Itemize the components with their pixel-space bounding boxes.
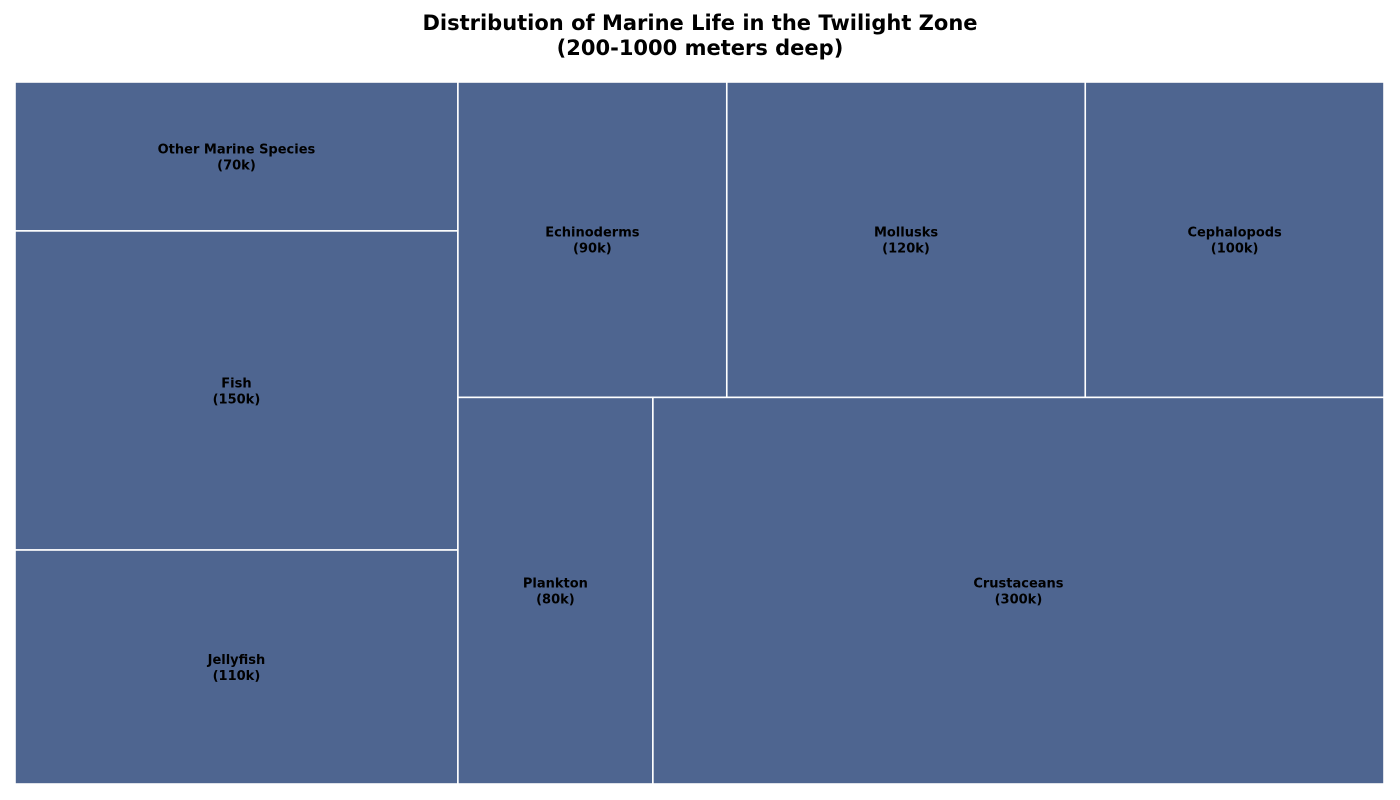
- tile-label-value: (150k): [213, 392, 261, 407]
- chart-title: Distribution of Marine Life in the Twili…: [422, 11, 978, 35]
- tile-fish: Fish(150k): [14, 230, 459, 551]
- tile-label-value: (100k): [1211, 242, 1259, 257]
- tile-label-value: (120k): [882, 242, 930, 257]
- tile-other-marine-species: Other Marine Species(70k): [14, 81, 459, 232]
- tile-label-value: (300k): [995, 593, 1043, 608]
- treemap-tile: [457, 81, 728, 399]
- tile-mollusks: Mollusks(120k): [725, 81, 1087, 399]
- tile-label-name: Cephalopods: [1187, 226, 1282, 241]
- treemap-tile: [1084, 81, 1385, 399]
- tile-label-value: (110k): [213, 669, 261, 684]
- tile-label-name: Jellyfish: [207, 653, 266, 668]
- tile-label-name: Plankton: [523, 577, 588, 592]
- treemap-tile: [14, 549, 459, 785]
- tile-label-value: (70k): [217, 158, 256, 173]
- tile-crustaceans: Crustaceans(300k): [652, 396, 1385, 785]
- tile-label-name: Echinoderms: [545, 226, 640, 241]
- tile-echinoderms: Echinoderms(90k): [457, 81, 728, 399]
- treemap-tile: [725, 81, 1087, 399]
- tile-label-value: (90k): [573, 242, 612, 257]
- tile-label-name: Fish: [221, 376, 251, 391]
- tile-label-name: Crustaceans: [973, 577, 1063, 592]
- treemap-tile: [652, 396, 1385, 785]
- chart-subtitle: (200-1000 meters deep): [556, 36, 844, 60]
- tile-cephalopods: Cephalopods(100k): [1084, 81, 1385, 399]
- tile-label-name: Other Marine Species: [158, 142, 316, 157]
- tile-plankton: Plankton(80k): [457, 396, 654, 785]
- tile-jellyfish: Jellyfish(110k): [14, 549, 459, 785]
- treemap-tile: [457, 396, 654, 785]
- chart-title-block: Distribution of Marine Life in the Twili…: [0, 11, 1400, 61]
- tile-label-name: Mollusks: [874, 226, 938, 241]
- tile-label-value: (80k): [536, 593, 575, 608]
